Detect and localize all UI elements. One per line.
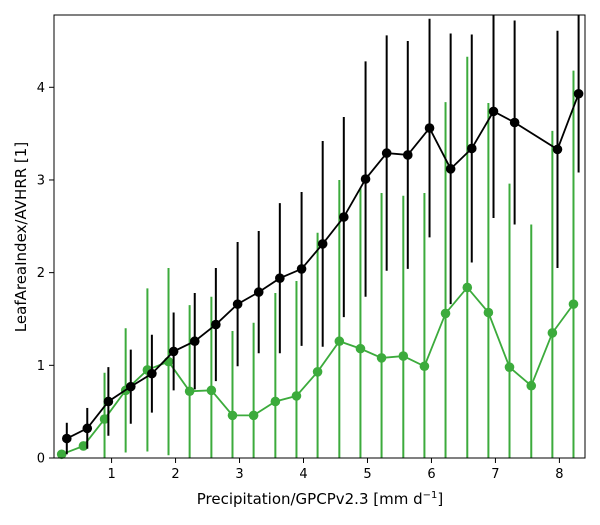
data-point (402, 150, 413, 160)
y-tick-label: 3 (37, 173, 45, 188)
x-tick-label: 6 (427, 467, 435, 482)
data-point (147, 368, 157, 379)
data-point (291, 391, 302, 401)
y-tick-label: 4 (37, 81, 45, 96)
data-point (552, 144, 563, 155)
data-point (440, 308, 451, 319)
data-point (82, 423, 93, 434)
data-point (296, 264, 307, 274)
data-point (317, 239, 328, 249)
data-point (56, 449, 67, 460)
data-point (360, 174, 371, 184)
x-tick-label: 4 (299, 467, 307, 482)
data-point (381, 148, 392, 158)
data-point (462, 282, 473, 293)
x-tick-label: 2 (171, 467, 179, 482)
data-point (125, 381, 136, 392)
plot-frame (53, 14, 586, 459)
x-tick-label: 7 (491, 467, 499, 482)
data-point (483, 307, 494, 318)
data-point (488, 106, 499, 117)
data-point (275, 273, 285, 284)
data-point (61, 433, 72, 444)
data-point (419, 361, 430, 372)
data-point (163, 356, 174, 367)
data-point (504, 362, 515, 372)
series-0 (61, 15, 584, 455)
data-point (184, 386, 195, 397)
plot-area (56, 15, 584, 460)
data-point (168, 346, 179, 357)
data-point (78, 441, 89, 451)
data-point (232, 299, 243, 309)
y-tick-label: 0 (37, 452, 45, 467)
y-axis: 0 1 2 3 4 (37, 81, 54, 467)
data-point (573, 88, 584, 99)
data-point (398, 351, 409, 361)
data-point (312, 367, 323, 377)
data-point (424, 123, 435, 133)
data-point (568, 299, 579, 309)
x-axis-label: Precipitation/GPCPv2.3 [mm d−1] (197, 490, 443, 508)
data-point (334, 336, 345, 347)
data-point (509, 117, 520, 128)
x-tick-label: 1 (107, 467, 115, 482)
y-tick-label: 1 (37, 359, 45, 374)
data-point (339, 212, 349, 222)
data-point (227, 410, 238, 421)
data-point (547, 328, 558, 338)
data-point (355, 343, 366, 354)
data-point (466, 143, 477, 154)
data-point (99, 414, 110, 424)
data-point (103, 396, 114, 407)
data-point (189, 336, 200, 347)
data-point (445, 164, 456, 174)
data-point (248, 410, 259, 421)
data-point (270, 396, 281, 407)
data-point (526, 380, 537, 391)
y-axis-label: LeafAreaIndex/AVHRR [1] (12, 142, 30, 332)
data-point (211, 319, 221, 330)
data-point (376, 353, 387, 363)
series-1 (56, 56, 579, 460)
x-tick-label: 5 (363, 467, 371, 482)
y-tick-label: 2 (37, 266, 45, 281)
x-tick-label: 8 (555, 467, 563, 482)
x-axis: 1 2 3 4 5 6 7 8 (107, 458, 564, 482)
data-point (253, 287, 264, 297)
x-tick-label: 3 (235, 467, 243, 482)
data-point (206, 385, 217, 396)
